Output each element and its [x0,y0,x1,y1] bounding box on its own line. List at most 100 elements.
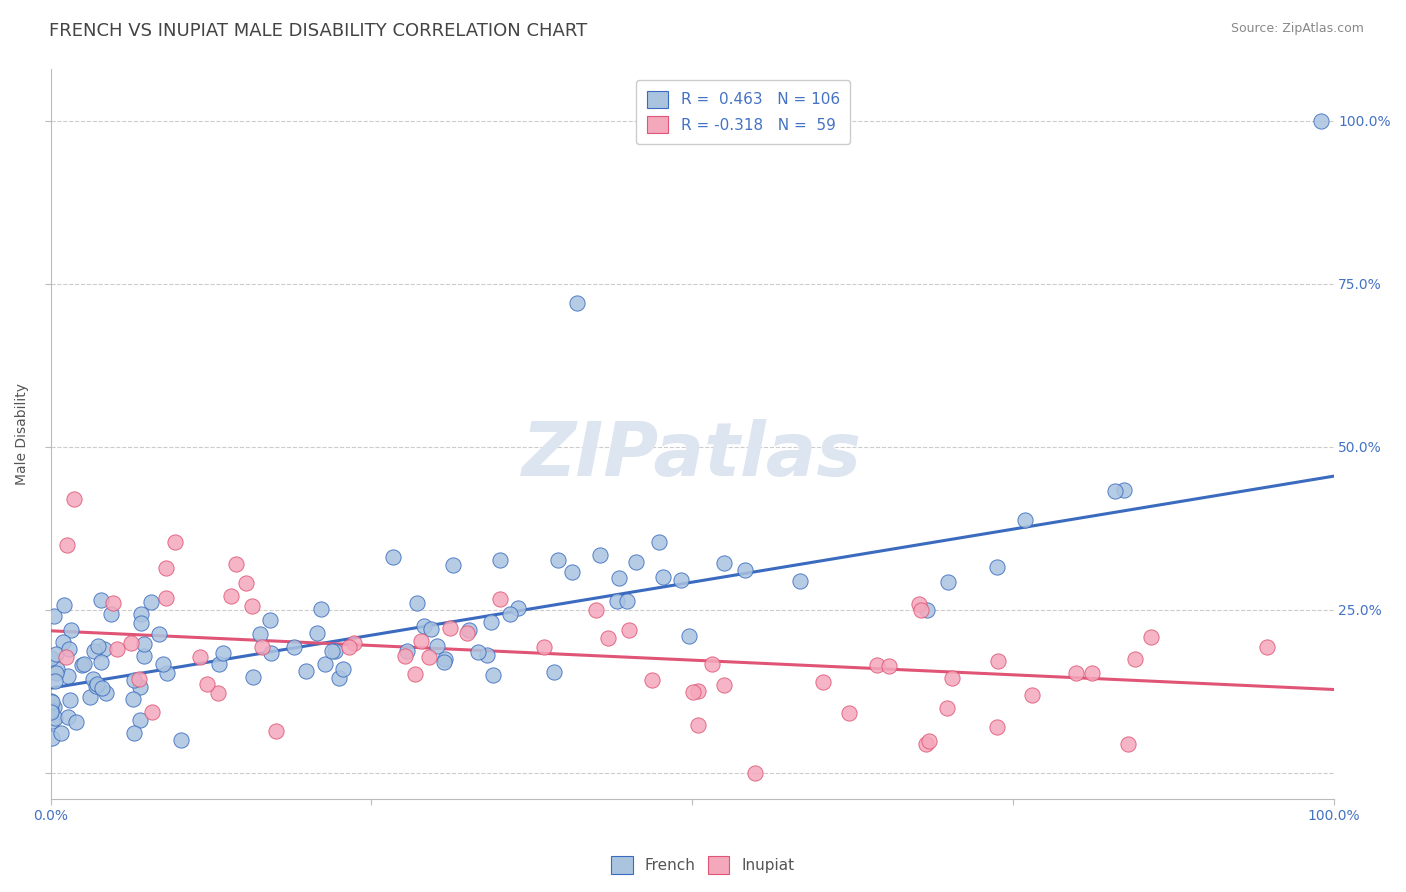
Point [260,646,283,660]
Point [235,576,257,591]
Point [321,644,343,658]
Point [122,692,145,706]
Point [467,645,489,659]
Point [100,607,122,622]
Point [918,733,941,747]
Point [420,623,443,637]
Point [456,626,478,640]
Point [45,647,67,661]
Point [188,649,211,664]
Point [42,608,65,623]
Point [328,671,350,685]
Point [96,686,118,700]
Point [41,695,63,709]
Point [866,658,889,673]
Point [45,666,67,681]
Point [606,593,628,607]
Point [339,640,361,654]
Point [789,574,811,588]
Point [458,624,481,638]
Point [129,680,152,694]
Point [73,657,96,672]
Point [41,714,63,728]
Point [607,571,630,585]
Point [915,603,938,617]
Point [682,685,704,699]
Point [986,720,1008,734]
Point [441,558,464,572]
Point [314,657,336,671]
Point [342,636,364,650]
Point [283,640,305,655]
Point [56,669,79,683]
Point [42,699,65,714]
Point [589,548,612,562]
Point [44,711,66,725]
Point [45,662,67,676]
Point [170,733,193,747]
Y-axis label: Male Disability: Male Disability [15,383,30,484]
Point [811,675,834,690]
Point [439,621,461,635]
Point [90,655,112,669]
Point [53,598,76,612]
Point [910,603,932,617]
Point [1081,665,1104,680]
Point [105,641,128,656]
Point [122,673,145,688]
Point [90,593,112,607]
Point [561,565,583,579]
Point [101,595,124,609]
Point [426,640,449,654]
Point [482,668,505,682]
Point [56,538,79,552]
Point [1256,640,1278,654]
Point [688,684,710,698]
Point [122,726,145,740]
Point [266,723,288,738]
Point [120,635,142,649]
Point [1014,513,1036,527]
Point [84,679,107,693]
Point [418,649,440,664]
Point [252,640,274,655]
Point [132,649,155,664]
Point [412,619,434,633]
Point [65,715,87,730]
Point [128,672,150,686]
Point [434,652,457,666]
Point [39,705,62,719]
Point [212,646,235,660]
Point [395,643,418,657]
Point [1125,652,1147,666]
Point [406,596,429,610]
Point [155,561,177,575]
Point [39,651,62,665]
Point [93,641,115,656]
Point [39,703,62,717]
Point [498,607,520,621]
Point [207,686,229,700]
Point [155,666,177,681]
Point [51,726,73,740]
Point [249,626,271,640]
Point [479,615,502,630]
Point [332,661,354,675]
Point [585,603,607,617]
Point [700,657,723,671]
Point [1104,484,1126,499]
Point [877,659,900,673]
Point [59,693,82,707]
Point [148,627,170,641]
Point [713,678,735,692]
Point [129,713,152,727]
Point [734,563,756,577]
Text: FRENCH VS INUPIAT MALE DISABILITY CORRELATION CHART: FRENCH VS INUPIAT MALE DISABILITY CORREL… [49,22,588,40]
Point [70,658,93,673]
Point [543,665,565,679]
Point [475,648,498,662]
Point [409,633,432,648]
Point [671,573,693,587]
Point [381,549,404,564]
Text: ZIPatlas: ZIPatlas [522,419,862,492]
